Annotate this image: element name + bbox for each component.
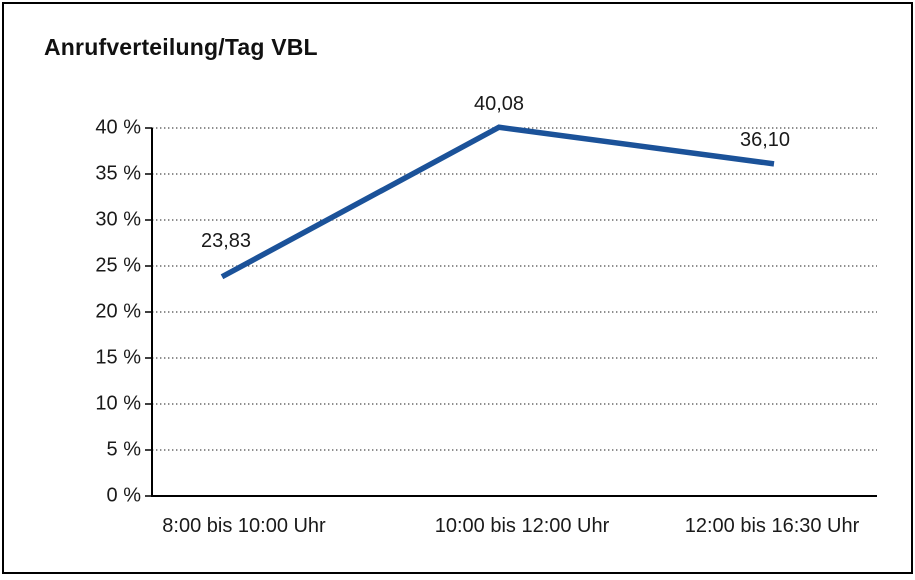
data-point-label: 40,08 [473,93,525,116]
gridlines [152,127,877,451]
data-point-label: 36,10 [739,128,791,151]
y-tick-label: 40 % [95,116,141,139]
x-category-label: 12:00 bis 16:30 Uhr [684,515,860,537]
chart-title: Anrufverteilung/Tag VBL [44,34,318,60]
series-line [220,124,775,280]
line-chart-canvas [145,124,877,497]
y-tick-label: 10 % [95,392,141,415]
x-category-label: 8:00 bis 10:00 Uhr [162,515,326,537]
axes [145,127,877,497]
y-tick-label: 5 % [106,438,141,461]
y-tick-label: 30 % [95,208,141,231]
data-point-label: 23,83 [200,229,252,252]
y-tick-label: 25 % [95,254,141,277]
y-tick-label: 20 % [95,300,141,323]
y-tick-label: 0 % [106,484,141,507]
x-category-label: 10:00 bis 12:00 Uhr [434,515,610,537]
y-tick-label: 35 % [95,162,141,185]
y-tick-label: 15 % [95,346,141,369]
